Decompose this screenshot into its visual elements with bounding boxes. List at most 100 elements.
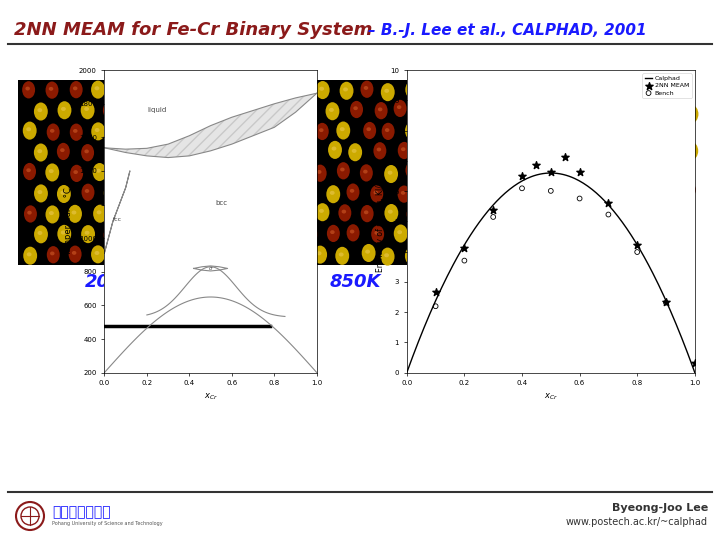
Ellipse shape [149,185,163,202]
Ellipse shape [516,83,528,100]
Ellipse shape [637,185,650,202]
Calphad [420,324,428,330]
Ellipse shape [327,225,340,242]
Ellipse shape [130,230,134,234]
Ellipse shape [387,171,392,175]
Calphad [667,310,676,317]
Text: 1000K: 1000K [569,273,632,291]
Ellipse shape [352,149,356,153]
Ellipse shape [601,150,606,154]
Ellipse shape [401,191,405,195]
Ellipse shape [652,84,665,101]
Ellipse shape [106,107,111,111]
Ellipse shape [285,106,290,110]
Ellipse shape [670,150,674,153]
Ellipse shape [653,206,667,224]
Ellipse shape [330,230,335,234]
Ellipse shape [81,101,94,119]
Ellipse shape [292,248,307,266]
Ellipse shape [565,125,570,130]
Ellipse shape [319,209,324,213]
Ellipse shape [174,185,186,202]
Ellipse shape [153,190,158,194]
Ellipse shape [442,146,447,150]
Ellipse shape [622,149,626,153]
Ellipse shape [388,210,392,214]
Ellipse shape [346,224,359,241]
Ellipse shape [23,122,37,140]
Ellipse shape [629,81,644,99]
Calphad [480,213,488,220]
Calphad [456,248,464,255]
Ellipse shape [394,100,407,117]
Ellipse shape [292,205,306,223]
Ellipse shape [360,164,373,181]
Ellipse shape [384,204,398,222]
Bench [516,184,528,193]
Ellipse shape [104,184,117,202]
Ellipse shape [162,245,176,264]
Ellipse shape [595,107,599,111]
Ellipse shape [268,161,282,179]
Y-axis label: Enthalpy of mixing, KJ/mol: Enthalpy of mixing, KJ/mol [376,171,384,272]
2NN MEAM [487,206,499,214]
Ellipse shape [526,100,541,118]
Ellipse shape [598,144,611,161]
Ellipse shape [68,246,81,263]
Ellipse shape [25,86,30,91]
Ellipse shape [582,125,587,129]
Ellipse shape [350,230,354,233]
Ellipse shape [348,143,362,161]
Ellipse shape [577,232,582,236]
Ellipse shape [27,252,32,256]
Ellipse shape [343,87,348,91]
Ellipse shape [301,103,315,121]
Ellipse shape [616,225,629,242]
Y-axis label: Temperature, °C: Temperature, °C [64,187,73,256]
Ellipse shape [177,190,181,194]
2NN MEAM [516,172,528,181]
Ellipse shape [174,102,187,119]
Ellipse shape [187,252,192,255]
Ellipse shape [405,122,419,140]
Bar [263,80,448,265]
Text: Byeong-Joo Lee: Byeong-Joo Lee [612,503,708,513]
Ellipse shape [139,205,152,222]
Ellipse shape [104,144,117,161]
Ellipse shape [126,225,139,242]
Ellipse shape [686,187,690,191]
Ellipse shape [603,205,617,223]
Ellipse shape [96,210,102,214]
2NN MEAM [603,198,614,207]
Ellipse shape [127,102,140,119]
Ellipse shape [325,102,339,120]
Ellipse shape [433,246,446,263]
Ellipse shape [514,126,518,130]
Ellipse shape [269,121,282,138]
Bench [545,186,557,195]
Ellipse shape [593,226,607,244]
Ellipse shape [361,80,374,98]
Ellipse shape [319,87,324,91]
Ellipse shape [410,211,415,215]
Ellipse shape [60,231,66,234]
Ellipse shape [336,122,350,139]
Ellipse shape [626,205,641,223]
Ellipse shape [419,188,424,192]
Ellipse shape [85,189,89,193]
Ellipse shape [394,225,408,242]
Ellipse shape [161,124,174,141]
Ellipse shape [510,121,523,138]
Ellipse shape [364,211,369,214]
Ellipse shape [363,122,376,139]
Ellipse shape [513,167,527,185]
Ellipse shape [419,141,432,159]
Ellipse shape [531,232,536,237]
Ellipse shape [641,109,645,113]
Ellipse shape [141,86,146,90]
Ellipse shape [618,99,632,117]
Ellipse shape [633,86,638,91]
Ellipse shape [629,254,633,258]
Ellipse shape [619,230,624,234]
Ellipse shape [350,101,363,118]
